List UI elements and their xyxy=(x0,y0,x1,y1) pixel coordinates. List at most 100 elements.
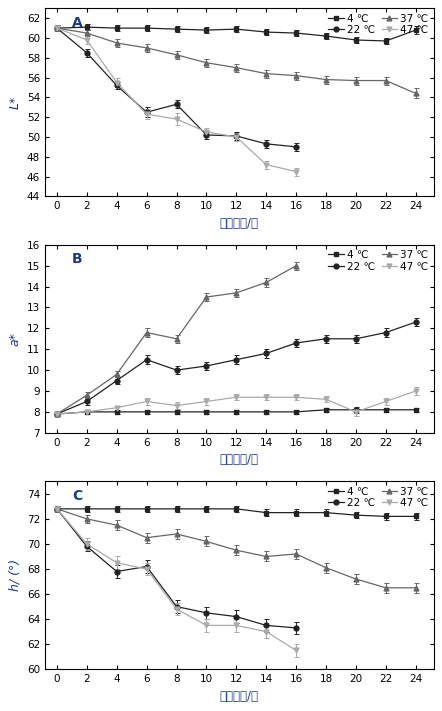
37 ℃ xyxy=(204,538,209,546)
37 ℃ xyxy=(84,29,90,38)
Line: 22 ℃: 22 ℃ xyxy=(54,320,418,417)
37 ℃ xyxy=(114,370,119,378)
37 ℃ xyxy=(293,550,299,558)
22 ℃ xyxy=(413,318,419,326)
Line: 47 ℃: 47 ℃ xyxy=(54,26,298,174)
4 ℃ xyxy=(293,407,299,416)
47 ℃ xyxy=(234,133,239,141)
4 ℃ xyxy=(383,512,389,520)
47 ℃ xyxy=(204,621,209,630)
47 ℃ xyxy=(204,397,209,406)
4 ℃ xyxy=(144,24,149,33)
22 ℃ xyxy=(204,362,209,370)
4 ℃ xyxy=(84,407,90,416)
37 ℃ xyxy=(114,521,119,530)
37 ℃ xyxy=(144,533,149,542)
4 ℃ xyxy=(413,26,419,34)
22 ℃ xyxy=(293,624,299,632)
47 ℃ xyxy=(54,505,60,513)
22 ℃ xyxy=(324,335,329,343)
22 ℃ xyxy=(293,338,299,347)
22 ℃ xyxy=(144,562,149,571)
22 ℃ xyxy=(84,542,90,551)
22 ℃ xyxy=(383,328,389,337)
37 ℃ xyxy=(324,564,329,572)
Line: 37 ℃: 37 ℃ xyxy=(54,506,418,590)
X-axis label: 购藏时间/周: 购藏时间/周 xyxy=(220,453,259,466)
37 ℃ xyxy=(263,552,269,561)
47 ℃ xyxy=(353,407,358,416)
4 ℃ xyxy=(263,407,269,416)
4 ℃ xyxy=(353,405,358,414)
4 ℃ xyxy=(293,508,299,517)
37 ℃ xyxy=(234,63,239,72)
Legend: 4 ℃, 22 ℃, 37 ℃, 47 ℃: 4 ℃, 22 ℃, 37 ℃, 47 ℃ xyxy=(326,11,431,37)
22 ℃ xyxy=(174,602,179,611)
4 ℃ xyxy=(263,508,269,517)
22 ℃ xyxy=(144,356,149,364)
37 ℃ xyxy=(174,335,179,343)
4 ℃ xyxy=(353,36,358,44)
4 ℃ xyxy=(174,25,179,33)
4 ℃ xyxy=(114,24,119,33)
47 ℃ xyxy=(54,410,60,418)
37 ℃ xyxy=(263,278,269,287)
37 ℃ xyxy=(84,391,90,400)
4 ℃ xyxy=(174,407,179,416)
4 ℃ xyxy=(413,405,419,414)
Line: 47 ℃: 47 ℃ xyxy=(54,389,418,417)
22 ℃ xyxy=(204,609,209,617)
4 ℃ xyxy=(324,32,329,41)
4 ℃ xyxy=(413,512,419,520)
22 ℃ xyxy=(54,505,60,513)
37 ℃ xyxy=(54,505,60,513)
22 ℃ xyxy=(84,397,90,406)
47 ℃ xyxy=(84,36,90,44)
37 ℃ xyxy=(413,89,419,97)
4 ℃ xyxy=(324,405,329,414)
22 ℃ xyxy=(204,131,209,139)
47 ℃ xyxy=(114,403,119,412)
X-axis label: 购藏时间/周: 购藏时间/周 xyxy=(220,690,259,702)
47 ℃ xyxy=(204,128,209,137)
4 ℃ xyxy=(383,37,389,46)
Y-axis label: L*: L* xyxy=(8,96,21,109)
4 ℃ xyxy=(54,24,60,33)
4 ℃ xyxy=(84,505,90,513)
4 ℃ xyxy=(263,28,269,36)
47 ℃ xyxy=(293,167,299,176)
22 ℃ xyxy=(234,132,239,140)
47 ℃ xyxy=(293,393,299,402)
37 ℃ xyxy=(234,546,239,555)
37 ℃ xyxy=(144,328,149,337)
47 ℃ xyxy=(263,393,269,402)
37 ℃ xyxy=(144,43,149,52)
22 ℃ xyxy=(54,410,60,418)
47 ℃ xyxy=(174,401,179,410)
37 ℃ xyxy=(353,76,358,85)
47 ℃ xyxy=(84,540,90,548)
37 ℃ xyxy=(174,530,179,538)
37 ℃ xyxy=(204,58,209,67)
4 ℃ xyxy=(114,505,119,513)
4 ℃ xyxy=(324,508,329,517)
22 ℃ xyxy=(263,139,269,148)
37 ℃ xyxy=(204,293,209,301)
4 ℃ xyxy=(144,505,149,513)
22 ℃ xyxy=(84,48,90,57)
4 ℃ xyxy=(234,505,239,513)
37 ℃ xyxy=(114,38,119,47)
22 ℃ xyxy=(263,349,269,358)
47 ℃ xyxy=(383,397,389,406)
22 ℃ xyxy=(353,335,358,343)
47 ℃ xyxy=(234,393,239,402)
4 ℃ xyxy=(174,505,179,513)
47 ℃ xyxy=(174,605,179,614)
22 ℃ xyxy=(263,621,269,630)
4 ℃ xyxy=(234,407,239,416)
4 ℃ xyxy=(114,407,119,416)
37 ℃ xyxy=(293,262,299,270)
47 ℃ xyxy=(84,407,90,416)
37 ℃ xyxy=(353,574,358,583)
47 ℃ xyxy=(413,387,419,395)
